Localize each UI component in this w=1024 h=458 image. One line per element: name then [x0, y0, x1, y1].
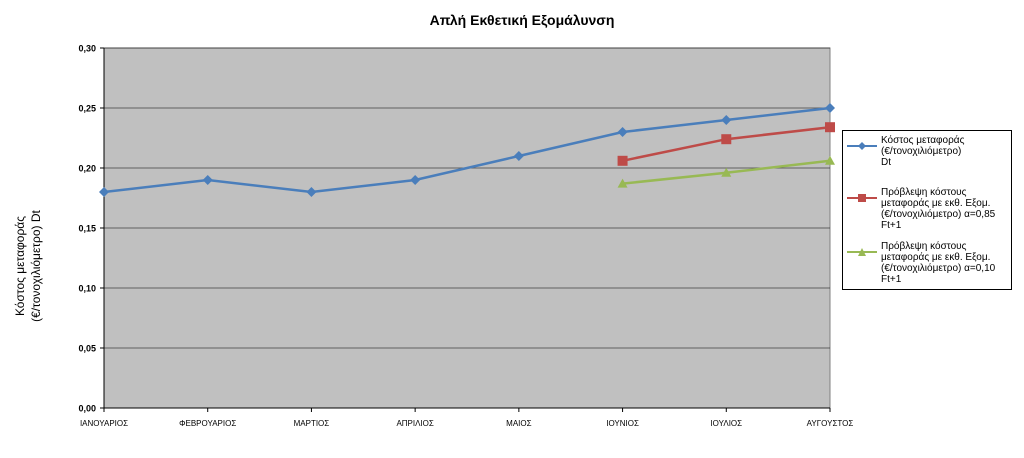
square-marker-icon — [847, 194, 877, 202]
data-point-diamond — [202, 175, 213, 185]
data-point-diamond — [99, 187, 109, 197]
data-point-diamond — [721, 115, 732, 125]
legend-label: Κόστος μεταφοράς (€/τονοχιλιόμετρο) Dt — [881, 135, 965, 168]
legend: Κόστος μεταφοράς (€/τονοχιλιόμετρο) Dt Π… — [842, 130, 1012, 290]
data-point-diamond — [306, 187, 317, 197]
x-tick-label: ΑΥΓΟΥΣΤΟΣ — [807, 419, 854, 428]
diamond-marker-icon — [847, 142, 877, 150]
y-tick-label: 0,05 — [78, 344, 96, 354]
y-tick-label: 0,10 — [78, 284, 96, 294]
x-tick-label: ΙΟΥΝΙΟΣ — [606, 419, 639, 428]
series-layer — [99, 103, 835, 197]
x-tick-label: ΜΑΡΤΙΟΣ — [294, 419, 330, 428]
data-point-triangle — [825, 155, 835, 165]
y-tick-label: 0,00 — [78, 404, 96, 414]
data-point-square — [617, 155, 628, 166]
y-axis-label: Κόστος μεταφοράς (€/τονοχιλιόμετρο) Dt — [13, 210, 43, 322]
y-tick-label: 0,25 — [78, 104, 96, 114]
chart-title: Απλή Εκθετική Εξομάλυνση — [429, 12, 615, 28]
y-tick-label: 0,15 — [78, 224, 96, 234]
data-point-diamond — [513, 151, 524, 161]
series-line — [103, 106, 831, 194]
legend-label: Πρόβλεψη κόστους μεταφοράς με εκθ. Εξομ.… — [881, 241, 996, 285]
series-3 — [617, 155, 835, 188]
data-point-diamond — [617, 127, 628, 137]
data-point-diamond — [825, 103, 835, 113]
data-point-triangle — [617, 178, 628, 188]
data-point-diamond — [410, 175, 421, 185]
data-point-square — [825, 122, 835, 133]
x-tick-label: ΑΠΡΙΛΙΟΣ — [396, 419, 433, 428]
legend-label: Πρόβλεψη κόστους μεταφοράς με εκθ. Εξομ.… — [881, 187, 996, 231]
series-1 — [99, 103, 835, 197]
x-tick-label: ΜΑΙΟΣ — [506, 419, 531, 428]
x-tick-label: ΦΕΒΡΟΥΑΡΙΟΣ — [179, 419, 236, 428]
y-tick-label: 0,20 — [78, 164, 96, 174]
data-point-square — [721, 134, 732, 145]
x-tick-label: ΙΟΥΛΙΟΣ — [710, 419, 742, 428]
triangle-marker-icon — [847, 248, 877, 256]
data-point-triangle — [721, 167, 732, 177]
gridlines — [104, 47, 830, 349]
x-tick-label: ΙΑΝΟΥΑΡΙΟΣ — [80, 419, 128, 428]
series-2 — [617, 122, 835, 166]
y-axis: 0,00 0,05 0,10 0,15 0,20 0,25 0,30 — [78, 44, 105, 414]
x-axis: ΙΑΝΟΥΑΡΙΟΣ ΦΕΒΡΟΥΑΡΙΟΣ ΜΑΡΤΙΟΣ ΑΠΡΙΛΙΟΣ ΜΑΙΟ… — [80, 407, 854, 428]
y-tick-label: 0,30 — [78, 44, 96, 54]
